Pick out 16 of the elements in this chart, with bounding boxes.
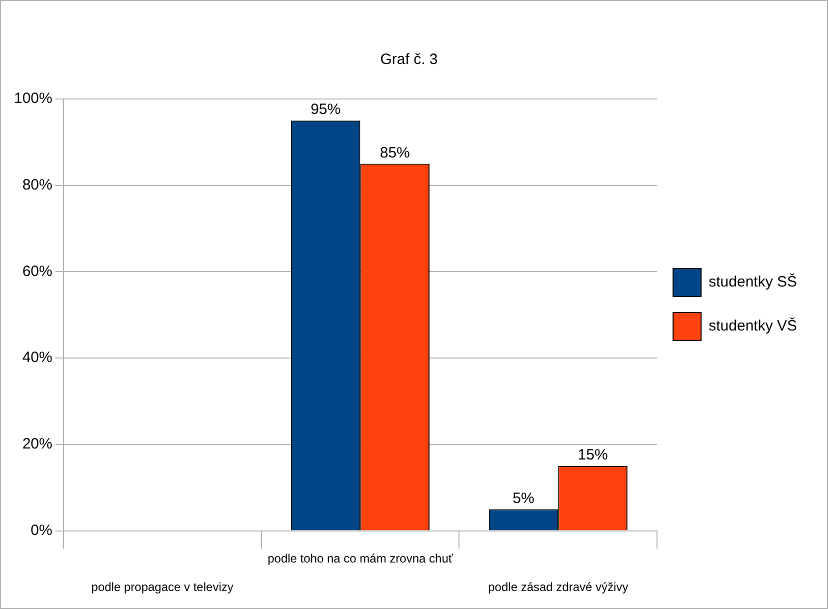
x-tick-label: podle zásad zdravé výživy <box>488 580 628 594</box>
data-label: 85% <box>380 144 410 162</box>
chart-title: Graf č. 3 <box>380 51 438 68</box>
x-tick-label: podle toho na co mám zrovna chuť <box>268 551 454 566</box>
y-tick-label: 100% <box>14 90 52 108</box>
y-tick-label: 40% <box>22 349 52 366</box>
x-tick-label: podle propagace v televizy <box>91 580 234 594</box>
data-label: 95% <box>310 101 341 118</box>
data-label: 5% <box>512 490 534 507</box>
y-tick-label: 0% <box>30 522 52 539</box>
legend-label: studentky VŠ <box>708 316 798 335</box>
y-tick-label: 80% <box>22 176 52 194</box>
y-tick-label: 20% <box>22 436 52 453</box>
data-label: 15% <box>578 446 608 464</box>
y-tick-label: 60% <box>22 262 52 280</box>
legend-label: studentky SŠ <box>708 272 798 291</box>
